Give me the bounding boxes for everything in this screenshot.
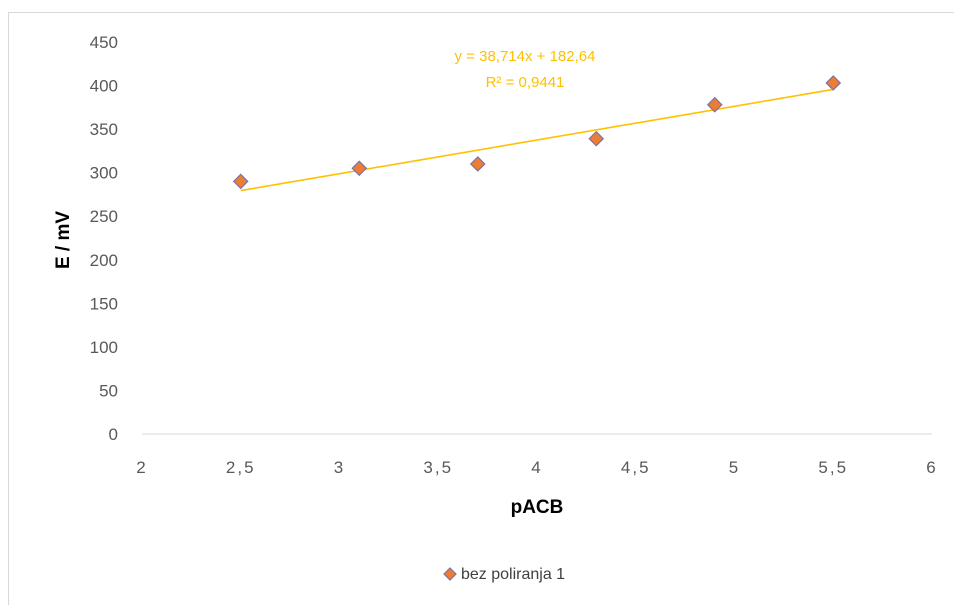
x-axis-ticks: 2 2,5 3 3,5 4 4,5 5 5,5 6	[136, 458, 937, 477]
data-points	[232, 75, 842, 190]
y-tick-label: 50	[99, 381, 118, 400]
data-point	[351, 160, 368, 177]
y-tick-label: 0	[109, 425, 118, 444]
data-point	[825, 75, 842, 91]
y-tick-label: 200	[90, 251, 118, 270]
y-tick-label: 350	[90, 120, 118, 139]
legend: bez poliranja 1	[443, 566, 565, 583]
trend-line	[240, 88, 834, 192]
y-tick-label: 100	[90, 338, 118, 357]
x-tick-label: 2	[136, 458, 147, 477]
y-tick-label: 450	[90, 33, 118, 52]
y-tick-label: 150	[90, 294, 118, 313]
x-tick-label: 5,5	[818, 458, 848, 477]
trendline-r-squared: R² = 0,9441	[486, 74, 565, 91]
legend-label: bez poliranja 1	[461, 566, 565, 583]
x-axis-title: pACB	[511, 497, 564, 518]
x-tick-label: 4	[531, 458, 542, 477]
x-tick-label: 3	[334, 458, 345, 477]
data-point	[232, 173, 249, 190]
data-point	[588, 130, 605, 147]
y-axis-title: E / mV	[53, 211, 74, 269]
x-tick-label: 6	[926, 458, 937, 477]
x-tick-label: 2,5	[226, 458, 256, 477]
y-tick-label: 250	[90, 207, 118, 226]
y-tick-label: 300	[90, 164, 118, 183]
x-tick-label: 3,5	[423, 458, 453, 477]
x-tick-label: 4,5	[621, 458, 651, 477]
y-tick-label: 400	[90, 77, 118, 96]
y-axis-ticks: 0 50 100 150 200 250 300 350 400 450	[90, 33, 118, 444]
x-tick-label: 5	[729, 458, 740, 477]
legend-marker-diamond	[443, 567, 457, 581]
chart-frame	[8, 12, 954, 605]
data-point	[469, 156, 486, 172]
data-point	[706, 96, 723, 113]
trendline-equation: y = 38,714x + 182,64	[455, 48, 596, 65]
